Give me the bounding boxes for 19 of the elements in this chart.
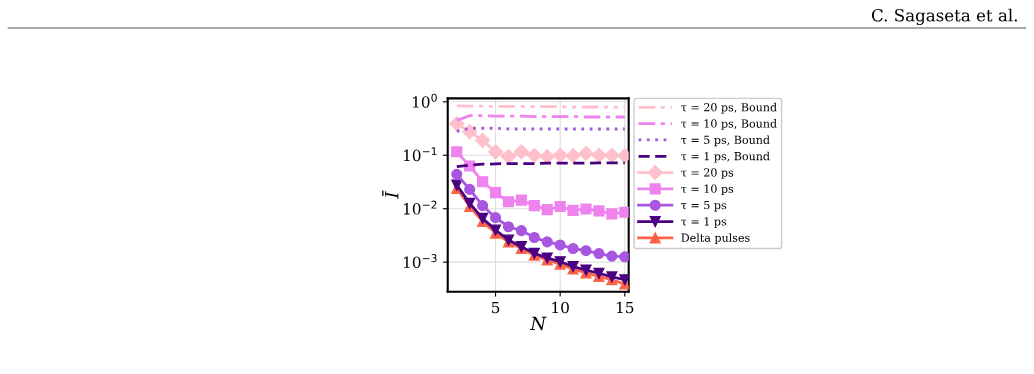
y-tick-label: 10$^{0}$ — [412, 93, 437, 108]
x-tick-label: 15 — [616, 301, 634, 314]
x-tick-label: 10 — [552, 301, 569, 314]
y-tick-label: 10$^{−3}$ — [403, 254, 437, 269]
legend-label: Delta pulses — [681, 233, 750, 245]
x-axis-title: N — [529, 316, 547, 331]
y-tick-label: 10$^{−2}$ — [403, 200, 437, 215]
legend-label: τ = 20 ps — [681, 168, 734, 179]
legend-label: τ = 10 ps — [681, 184, 734, 196]
legend-label: τ = 1 ps, Bound — [681, 151, 770, 163]
text: C. Sagaseta et al. — [871, 8, 1017, 26]
legend-label: τ = 5 ps, Bound — [681, 135, 770, 147]
legend-label: τ = 20 ps, Bound — [681, 102, 777, 114]
y-axis-title: Ī — [382, 190, 399, 199]
y-tick-label: 10$^{−1}$ — [403, 147, 437, 162]
legend-label: τ = 10 ps, Bound — [681, 119, 777, 130]
legend-label: τ = 1 ps — [681, 217, 727, 228]
legend-label: τ = 5 ps — [681, 201, 727, 212]
x-tick-label: 5 — [491, 301, 500, 314]
